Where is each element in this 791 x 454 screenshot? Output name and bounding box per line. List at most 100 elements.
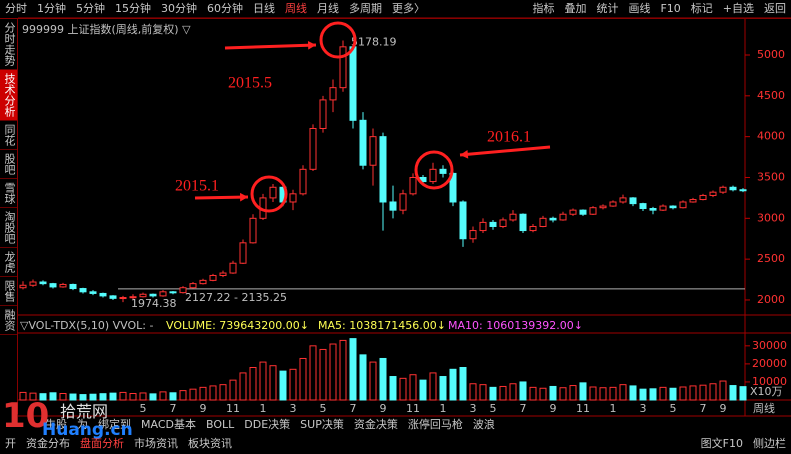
candle-body: [339, 46, 347, 89]
side-tab[interactable]: 限售: [0, 277, 17, 306]
volume-bar: [489, 386, 497, 401]
indicator-tab[interactable]: SUP决策: [300, 418, 344, 431]
volume-bar: [49, 392, 57, 401]
bottom-tab[interactable]: 图文F10: [700, 437, 743, 450]
volume-bar: [359, 354, 367, 401]
volume-bar: [419, 379, 427, 401]
x-tick-label: 5: [670, 402, 677, 415]
bottom-tab[interactable]: 资金分布: [26, 437, 70, 450]
arrow: [459, 145, 551, 157]
candle-body: [99, 292, 107, 297]
bottom-tab[interactable]: 侧边栏: [753, 437, 786, 450]
volume-bar: [409, 374, 417, 401]
volume-bar: [299, 357, 307, 401]
tool-button[interactable]: 叠加: [564, 2, 587, 15]
candle-body: [149, 293, 157, 297]
period-tab[interactable]: 15分钟: [115, 2, 151, 15]
period-tab[interactable]: 1分钟: [37, 2, 66, 15]
annotation: 2016.1: [487, 129, 531, 146]
period-tab[interactable]: 30分钟: [161, 2, 197, 15]
candle-body: [219, 272, 227, 276]
x-tick-label: 5: [320, 402, 327, 415]
volume-bar: [699, 384, 707, 401]
volume-bar: [189, 388, 197, 401]
indicator-tab[interactable]: 波浪: [472, 418, 495, 431]
bottom-tab[interactable]: 盘面分析: [80, 437, 124, 450]
x-tick-label: 1: [610, 402, 617, 415]
x-tick-label: 11: [576, 402, 590, 415]
period-tab[interactable]: 60分钟: [207, 2, 243, 15]
volume-bar: [519, 381, 527, 401]
candle-body: [39, 281, 47, 285]
candle-body: [289, 193, 297, 203]
candle-body: [579, 209, 587, 215]
volume-bar: [709, 383, 717, 401]
candle-body: [159, 291, 167, 297]
indicator-tab[interactable]: 资金决策: [353, 418, 398, 431]
side-tab[interactable]: 融资: [0, 306, 17, 335]
indicator-tab[interactable]: MACD基本: [141, 418, 196, 431]
period-tab[interactable]: 日线: [253, 2, 275, 15]
period-tab[interactable]: 更多〉: [392, 2, 425, 15]
volume-bar: [369, 361, 377, 401]
volume-bar: [349, 338, 357, 401]
volume-bar: [289, 368, 297, 401]
tool-button[interactable]: F10: [660, 2, 681, 15]
volume-bar: [479, 384, 487, 401]
period-tab[interactable]: 分时: [5, 2, 27, 15]
tool-button[interactable]: +自选: [722, 2, 754, 15]
side-tabs: 分时走势 技术分析 同花 股吧 雪球 淘股吧 龙虎 限售 融资: [0, 19, 18, 414]
candle-body: [719, 186, 727, 193]
side-tab[interactable]: 同花: [0, 121, 17, 150]
side-tab[interactable]: 股吧: [0, 150, 17, 179]
volume-bar: [569, 385, 577, 401]
side-tab[interactable]: 淘股吧: [0, 208, 17, 248]
volume-bar: [509, 383, 517, 401]
indicator-tab[interactable]: DDE决策: [244, 418, 291, 431]
indicator-tab[interactable]: 为: [77, 418, 88, 431]
volume-bar: [739, 386, 747, 401]
side-tab[interactable]: 龙虎: [0, 248, 17, 277]
indicator-tab[interactable]: 牛股: [45, 418, 67, 431]
candle-body: [359, 119, 367, 166]
x-tick-label: 5: [490, 402, 497, 415]
tool-button[interactable]: 画线: [628, 2, 651, 15]
arrow-head: [460, 150, 469, 159]
tool-button[interactable]: 标记: [690, 2, 713, 15]
period-tab[interactable]: 多周期: [349, 2, 382, 15]
bottom-tab[interactable]: 市场资讯: [134, 437, 178, 450]
volume-bar: [499, 385, 507, 401]
candle-body: [529, 225, 537, 232]
candle-body: [599, 205, 607, 209]
bottom-tab[interactable]: 开: [5, 437, 16, 450]
annotation: 2015.5: [228, 75, 272, 92]
volume-bar: [179, 390, 187, 401]
y-tick-label: 2500: [757, 252, 785, 265]
volume-bar: [669, 387, 677, 401]
indicator-tab[interactable]: BOLL: [205, 418, 235, 431]
side-tab[interactable]: 分时走势: [0, 19, 17, 70]
volume-bar: [399, 377, 407, 401]
volume-bar: [129, 393, 137, 401]
period-tab[interactable]: 5分钟: [76, 2, 105, 15]
bottom-tab[interactable]: 板块资讯: [188, 437, 232, 450]
x-tick-label: 11: [406, 402, 420, 415]
tool-button[interactable]: 统计: [596, 2, 619, 15]
candle-body: [379, 136, 387, 203]
side-tab[interactable]: 技术分析: [0, 70, 17, 121]
volume-bar: [549, 385, 557, 401]
period-tab[interactable]: 月线: [317, 2, 339, 15]
candle-body: [69, 283, 77, 290]
tool-button[interactable]: 返回: [764, 2, 786, 15]
candle-body: [179, 287, 187, 294]
candle-body: [29, 281, 37, 286]
indicator-tab[interactable]: 绑定到: [98, 418, 131, 431]
volume-bar: [119, 391, 127, 401]
tool-button[interactable]: 指标: [532, 2, 555, 15]
low-label: 1974.38: [131, 297, 177, 310]
y-tick-label: 30000: [752, 339, 787, 352]
side-tab[interactable]: 雪球: [0, 179, 17, 208]
period-tab[interactable]: 周线: [285, 2, 307, 15]
volume-bar: [629, 385, 637, 401]
indicator-tab[interactable]: 涨停回马枪: [407, 418, 463, 431]
